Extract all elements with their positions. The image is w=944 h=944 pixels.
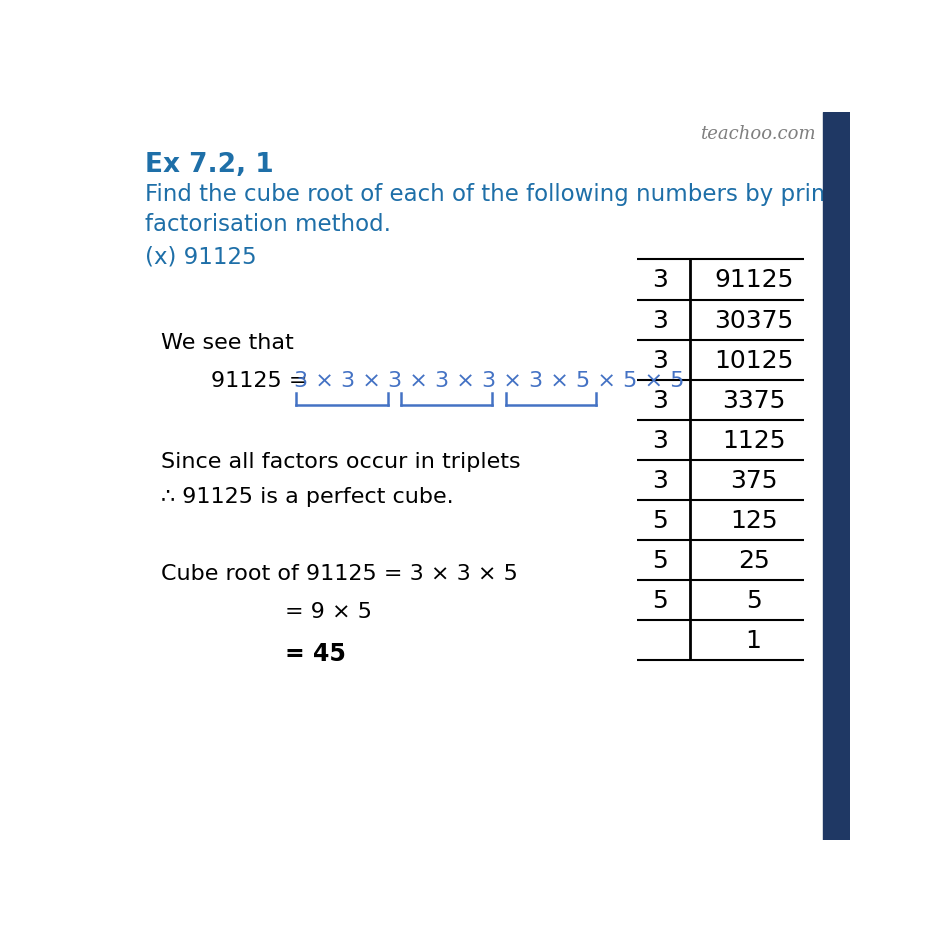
- Text: 3: 3: [651, 268, 667, 293]
- Text: 3: 3: [651, 388, 667, 413]
- Text: 5: 5: [652, 548, 667, 572]
- Text: 5: 5: [652, 588, 667, 612]
- Text: Cube root of 91125 = 3 × 3 × 5: Cube root of 91125 = 3 × 3 × 5: [160, 564, 517, 583]
- Text: 375: 375: [729, 468, 777, 492]
- Text: 1125: 1125: [721, 429, 784, 452]
- Text: 3: 3: [651, 429, 667, 452]
- Bar: [822, 113, 850, 840]
- Text: 5: 5: [745, 588, 761, 612]
- Text: 10125: 10125: [713, 348, 792, 372]
- Text: 3: 3: [651, 308, 667, 332]
- Text: Since all factors occur in triplets: Since all factors occur in triplets: [160, 452, 520, 472]
- Text: ∴ 91125 is a perfect cube.: ∴ 91125 is a perfect cube.: [160, 486, 453, 506]
- Text: We see that: We see that: [160, 332, 294, 352]
- Text: 3: 3: [651, 348, 667, 372]
- Text: 1: 1: [745, 628, 761, 652]
- Text: (x) 91125: (x) 91125: [145, 245, 257, 268]
- Text: teachoo.com: teachoo.com: [700, 125, 815, 143]
- Text: 3: 3: [651, 468, 667, 492]
- Text: 5: 5: [652, 508, 667, 532]
- Text: 91125: 91125: [713, 268, 792, 293]
- Text: 30375: 30375: [714, 308, 792, 332]
- Text: = 45: = 45: [284, 642, 346, 666]
- Text: 125: 125: [729, 508, 777, 532]
- Text: 3375: 3375: [721, 388, 784, 413]
- Text: 3 × 3 × 3 × 3 × 3 × 3 × 5 × 5 × 5: 3 × 3 × 3 × 3 × 3 × 3 × 5 × 5 × 5: [294, 371, 683, 391]
- Text: 25: 25: [737, 548, 768, 572]
- Text: = 9 × 5: = 9 × 5: [284, 601, 371, 622]
- Text: Find the cube root of each of the following numbers by prime: Find the cube root of each of the follow…: [145, 182, 847, 206]
- Text: 91125 =: 91125 =: [211, 371, 314, 391]
- Text: Ex 7.2, 1: Ex 7.2, 1: [145, 152, 274, 177]
- Text: factorisation method.: factorisation method.: [145, 213, 391, 236]
